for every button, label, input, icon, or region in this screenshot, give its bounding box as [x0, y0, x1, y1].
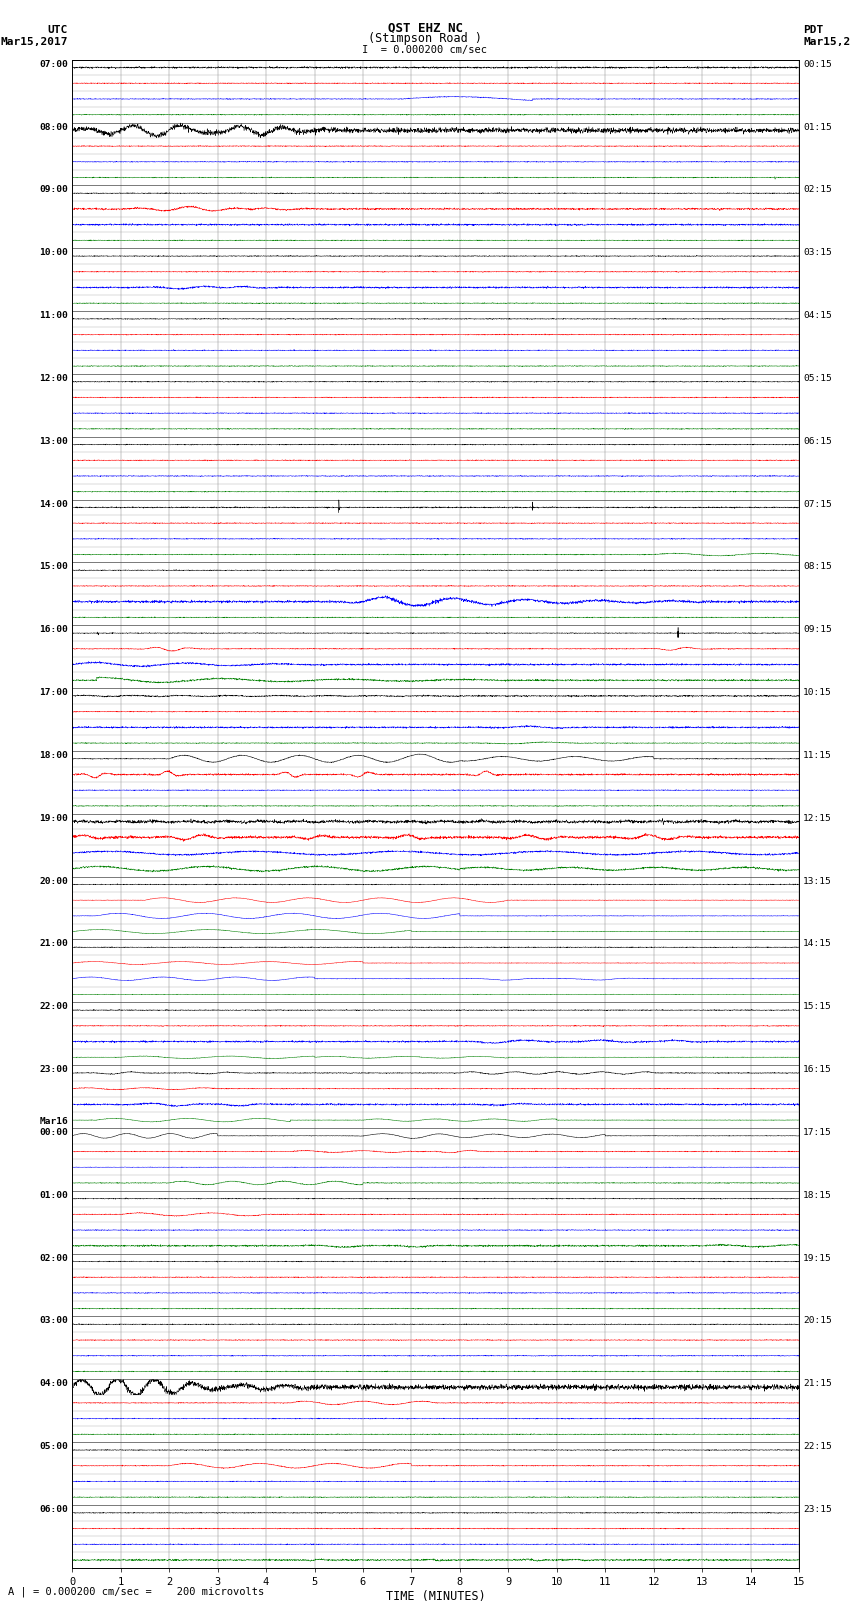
Text: 11:00: 11:00: [39, 311, 68, 319]
Text: 22:15: 22:15: [803, 1442, 832, 1452]
Text: 14:15: 14:15: [803, 939, 832, 948]
Text: 08:15: 08:15: [803, 563, 832, 571]
Text: 16:15: 16:15: [803, 1065, 832, 1074]
Text: 10:00: 10:00: [39, 248, 68, 256]
Text: 19:15: 19:15: [803, 1253, 832, 1263]
Text: 00:00: 00:00: [39, 1127, 68, 1137]
Text: 13:15: 13:15: [803, 876, 832, 886]
Text: 22:00: 22:00: [39, 1002, 68, 1011]
Text: 09:00: 09:00: [39, 185, 68, 194]
Text: 15:00: 15:00: [39, 563, 68, 571]
Text: (Stimpson Road ): (Stimpson Road ): [368, 32, 482, 45]
Text: 09:15: 09:15: [803, 626, 832, 634]
Text: 14:00: 14:00: [39, 500, 68, 508]
Text: OST EHZ NC: OST EHZ NC: [388, 21, 462, 35]
Text: 10:15: 10:15: [803, 689, 832, 697]
Text: 20:15: 20:15: [803, 1316, 832, 1326]
Text: 23:15: 23:15: [803, 1505, 832, 1515]
Text: 19:00: 19:00: [39, 813, 68, 823]
Text: 20:00: 20:00: [39, 876, 68, 886]
Text: 17:00: 17:00: [39, 689, 68, 697]
Text: 04:15: 04:15: [803, 311, 832, 319]
Text: A | = 0.000200 cm/sec =    200 microvolts: A | = 0.000200 cm/sec = 200 microvolts: [8, 1586, 264, 1597]
Text: 13:00: 13:00: [39, 437, 68, 445]
Text: 11:15: 11:15: [803, 752, 832, 760]
Text: UTC: UTC: [48, 26, 68, 35]
Text: 15:15: 15:15: [803, 1002, 832, 1011]
Text: Mar15,2017: Mar15,2017: [1, 37, 68, 47]
Text: 06:00: 06:00: [39, 1505, 68, 1515]
Text: 07:00: 07:00: [39, 60, 68, 69]
Text: 17:15: 17:15: [803, 1127, 832, 1137]
Text: I  = 0.000200 cm/sec: I = 0.000200 cm/sec: [362, 45, 488, 55]
Text: 03:00: 03:00: [39, 1316, 68, 1326]
Text: 05:15: 05:15: [803, 374, 832, 382]
Text: 21:15: 21:15: [803, 1379, 832, 1389]
Text: 18:15: 18:15: [803, 1190, 832, 1200]
Text: 12:15: 12:15: [803, 813, 832, 823]
Text: PDT: PDT: [803, 26, 824, 35]
Text: Mar15,2017: Mar15,2017: [803, 37, 850, 47]
Text: 02:00: 02:00: [39, 1253, 68, 1263]
Text: 05:00: 05:00: [39, 1442, 68, 1452]
X-axis label: TIME (MINUTES): TIME (MINUTES): [386, 1590, 485, 1603]
Text: 03:15: 03:15: [803, 248, 832, 256]
Text: Mar16: Mar16: [39, 1116, 68, 1126]
Text: 06:15: 06:15: [803, 437, 832, 445]
Text: 12:00: 12:00: [39, 374, 68, 382]
Text: 02:15: 02:15: [803, 185, 832, 194]
Text: 00:15: 00:15: [803, 60, 832, 69]
Text: 01:15: 01:15: [803, 123, 832, 132]
Text: 16:00: 16:00: [39, 626, 68, 634]
Text: 18:00: 18:00: [39, 752, 68, 760]
Text: 23:00: 23:00: [39, 1065, 68, 1074]
Text: 21:00: 21:00: [39, 939, 68, 948]
Text: 01:00: 01:00: [39, 1190, 68, 1200]
Text: 08:00: 08:00: [39, 123, 68, 132]
Text: 07:15: 07:15: [803, 500, 832, 508]
Text: 04:00: 04:00: [39, 1379, 68, 1389]
